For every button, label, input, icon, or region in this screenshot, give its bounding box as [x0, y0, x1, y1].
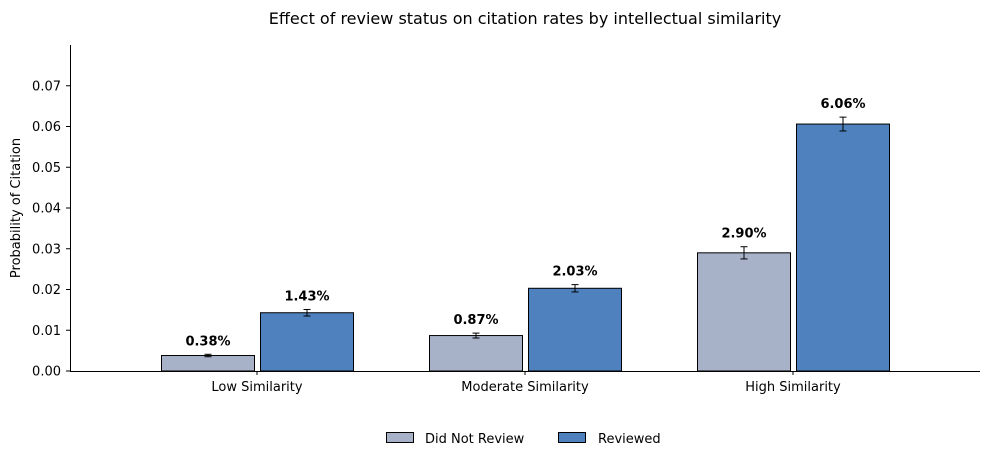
bar-reviewed-2 [796, 123, 890, 372]
error-bar [740, 246, 748, 260]
bar-did-not-review-2 [697, 252, 791, 372]
y-tick-label: 0.05 [32, 161, 61, 176]
y-tick-label: 0.02 [32, 283, 61, 298]
legend-swatch-reviewed [558, 432, 586, 443]
error-bar [472, 332, 480, 339]
y-axis-label: Probability of Citation [9, 138, 24, 278]
data-label: 2.03% [552, 265, 597, 280]
y-tick-label: 0.04 [32, 202, 61, 217]
x-tick-label: Moderate Similarity [461, 380, 589, 395]
legend-swatch-did-not-review [386, 432, 414, 443]
legend-label: Reviewed [598, 432, 661, 447]
data-label: 6.06% [820, 97, 865, 112]
y-tick-label: 0.03 [32, 242, 61, 257]
bar-did-not-review-1 [429, 335, 523, 372]
bar-did-not-review-0 [161, 355, 255, 372]
x-tick-label: Low Similarity [211, 380, 303, 395]
data-label: 2.90% [721, 227, 766, 242]
error-bar [303, 308, 311, 317]
legend-label: Did Not Review [425, 432, 525, 447]
y-tick-label: 0.07 [32, 79, 61, 94]
legend: Did Not Review Reviewed [386, 432, 661, 447]
error-bar [204, 353, 212, 358]
data-label: 1.43% [284, 289, 329, 304]
y-tick-label: 0.06 [32, 120, 61, 135]
x-tick-label: High Similarity [745, 380, 841, 395]
y-tick-label: 0.00 [32, 365, 61, 380]
bar-reviewed-0 [260, 312, 354, 372]
error-bar [571, 284, 579, 293]
error-bar [839, 116, 847, 132]
y-tick-label: 0.01 [32, 324, 61, 339]
data-label: 0.38% [185, 334, 230, 349]
bar-reviewed-1 [528, 287, 622, 372]
data-label: 0.87% [453, 313, 498, 328]
chart-title: Effect of review status on citation rate… [269, 9, 781, 28]
